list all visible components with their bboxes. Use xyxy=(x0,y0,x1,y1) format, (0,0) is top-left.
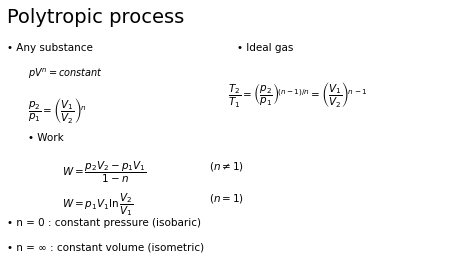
Text: $\dfrac{T_2}{T_1} = \left(\dfrac{p_2}{p_1}\right)^{\!(n-1)/n} = \left(\dfrac{V_1: $\dfrac{T_2}{T_1} = \left(\dfrac{p_2}{p_… xyxy=(228,80,367,109)
Text: $\dfrac{p_2}{p_1} = \left(\dfrac{V_1}{V_2}\right)^{\!n}$: $\dfrac{p_2}{p_1} = \left(\dfrac{V_1}{V_… xyxy=(28,96,87,125)
Text: • Ideal gas: • Ideal gas xyxy=(237,43,293,53)
Text: • n = 0 : constant pressure (isobaric): • n = 0 : constant pressure (isobaric) xyxy=(7,218,201,228)
Text: • Any substance: • Any substance xyxy=(7,43,93,53)
Text: $W = \dfrac{p_2V_2 - p_1V_1}{1 - n}$: $W = \dfrac{p_2V_2 - p_1V_1}{1 - n}$ xyxy=(62,160,146,185)
Text: • n = ∞ : constant volume (isometric): • n = ∞ : constant volume (isometric) xyxy=(7,242,204,252)
Text: • Work: • Work xyxy=(28,133,64,143)
Text: Polytropic process: Polytropic process xyxy=(7,8,184,27)
Text: $(n \neq 1)$: $(n \neq 1)$ xyxy=(209,160,244,173)
Text: $\mathit{pV^n = constant}$: $\mathit{pV^n = constant}$ xyxy=(28,66,103,81)
Text: $W = p_1V_1\ln\dfrac{V_2}{V_1}$: $W = p_1V_1\ln\dfrac{V_2}{V_1}$ xyxy=(62,192,133,218)
Text: $(n = 1)$: $(n = 1)$ xyxy=(209,192,244,205)
